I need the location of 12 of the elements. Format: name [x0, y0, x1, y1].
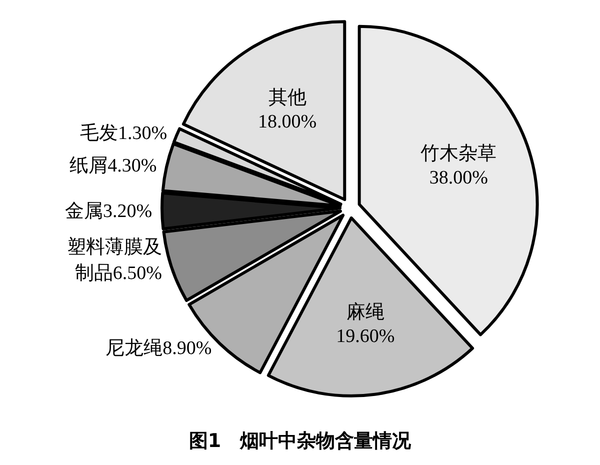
- data-label: 38.00%: [429, 167, 488, 188]
- slice-label: 塑料薄膜及制品6.50%: [66, 236, 162, 284]
- slice-label: 尼龙绳8.90%: [106, 338, 212, 359]
- slice-label: 毛发1.30%: [80, 123, 168, 144]
- data-label: 19.60%: [336, 326, 395, 347]
- slice-label: 其他: [268, 87, 306, 108]
- data-label: 18.00%: [258, 111, 317, 132]
- slice-label: 竹木杂草: [420, 143, 497, 164]
- slice-label: 麻绳: [346, 302, 384, 323]
- slice-label: 金属3.20%: [64, 201, 152, 222]
- text: 图1 烟叶中杂物含量情况: [188, 430, 412, 452]
- slice-label: 纸屑4.30%: [70, 156, 157, 177]
